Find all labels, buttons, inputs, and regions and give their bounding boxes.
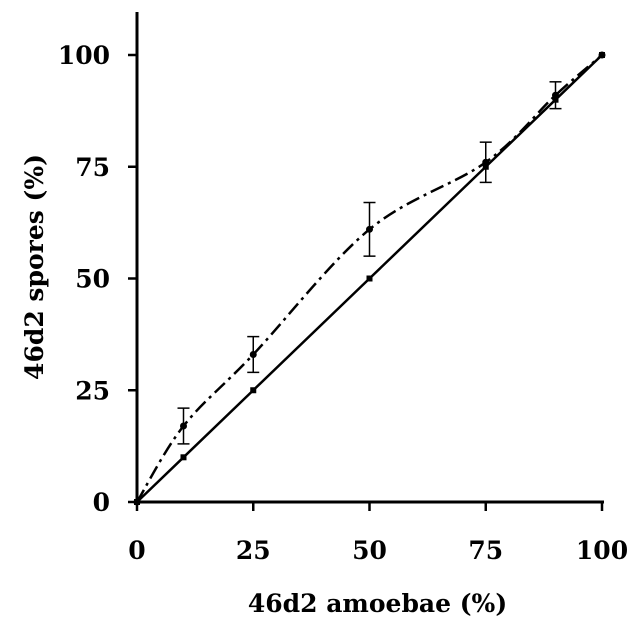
x-tick-label: 100 [576, 536, 628, 565]
solid-series-marker [250, 387, 257, 394]
axes-layer [128, 12, 604, 511]
dashdot-series-marker [249, 350, 257, 358]
dashdot-series-marker [598, 51, 606, 59]
dashdot-series-marker [552, 91, 559, 99]
x-tick-label: 25 [236, 536, 271, 565]
dashdot-series-marker [366, 225, 373, 233]
y-axis-title: 46d2 spores (%) [20, 154, 49, 380]
dashdot-series-marker [180, 422, 187, 430]
x-tick-label: 0 [128, 536, 145, 565]
x-tick-label: 50 [352, 536, 387, 565]
y-tick-label: 0 [93, 488, 110, 517]
solid-series-marker [366, 275, 373, 282]
y-tick-label: 100 [58, 41, 110, 70]
y-tick-label: 50 [75, 265, 110, 294]
dashdot-series-marker [482, 158, 490, 166]
x-tick-label: 75 [468, 536, 503, 565]
text-layer: 46d2 amoebae (%) 46d2 spores (%) 0 25 50 75… [20, 41, 628, 618]
y-tick-label: 25 [75, 376, 110, 405]
series-layer [133, 51, 606, 506]
y-tick-label: 75 [75, 153, 110, 182]
solid-series-marker [180, 454, 187, 461]
x-axis-title: 46d2 amoebae (%) [248, 589, 507, 618]
